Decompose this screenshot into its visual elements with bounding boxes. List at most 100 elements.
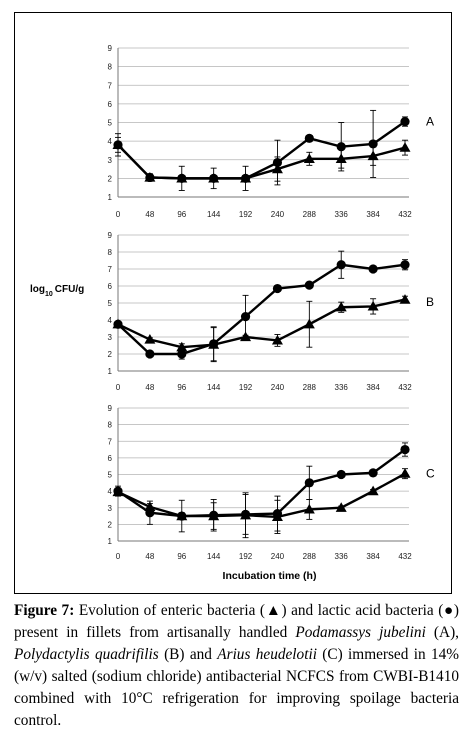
enteric-data-point <box>144 501 156 512</box>
y-tick-label: 9 <box>108 231 113 240</box>
enteric-data-point <box>399 294 411 304</box>
y-tick-label: 1 <box>108 537 113 546</box>
x-tick-label: 0 <box>116 383 121 392</box>
x-tick-label: 384 <box>366 552 380 561</box>
y-tick-label: 4 <box>108 487 113 496</box>
lab-data-point <box>336 469 346 480</box>
x-tick-label: 48 <box>145 383 154 392</box>
lab-data-point <box>400 260 410 270</box>
x-tick-label: 48 <box>145 552 154 561</box>
y-tick-label: 8 <box>108 248 113 257</box>
enteric-data-point <box>271 163 283 174</box>
x-tick-label: 96 <box>177 552 186 561</box>
y-tick-label: 5 <box>108 471 113 480</box>
y-tick-label: 1 <box>108 193 113 202</box>
enteric-data-point <box>303 503 315 514</box>
caption-text-3: (B) and <box>158 646 218 663</box>
lab-data-point <box>368 264 378 274</box>
figure-caption: Figure 7: Evolution of enteric bacteria … <box>14 600 459 732</box>
y-tick-label: 7 <box>108 81 113 90</box>
x-tick-label: 96 <box>177 210 186 219</box>
x-tick-label: 144 <box>207 383 221 392</box>
lab-series-line <box>117 263 406 356</box>
enteric-series-line <box>117 144 406 180</box>
lab-data-point <box>240 312 251 322</box>
lab-data-point <box>145 349 155 359</box>
y-tick-label: 3 <box>108 504 113 513</box>
y-tick-label: 3 <box>108 156 113 165</box>
x-tick-label: 192 <box>239 210 253 219</box>
enteric-data-point <box>271 511 283 522</box>
enteric-series-line <box>117 472 406 519</box>
y-tick-label: 6 <box>108 282 113 291</box>
y-tick-label: 6 <box>108 100 113 109</box>
y-tick-label: 2 <box>108 520 113 529</box>
x-tick-label: 240 <box>271 383 285 392</box>
x-tick-label: 144 <box>207 552 221 561</box>
panel-label: C <box>426 467 435 481</box>
x-tick-label: 336 <box>335 383 349 392</box>
enteric-data-point <box>335 153 347 163</box>
y-tick-label: 4 <box>108 137 113 146</box>
enteric-data-point <box>303 153 315 163</box>
enteric-data-point <box>176 510 188 521</box>
x-tick-label: 288 <box>303 552 317 561</box>
caption-species-3: Arius heudelotii <box>217 646 317 663</box>
x-tick-label: 192 <box>239 383 253 392</box>
enteric-data-point <box>208 172 220 183</box>
x-tick-label: 144 <box>207 210 221 219</box>
caption-label: Figure 7: <box>14 602 75 619</box>
caption-text-4: (C) immersed in 14% (w/v) salted (sodium… <box>14 646 460 729</box>
enteric-data-point <box>399 468 411 478</box>
y-tick-label: 9 <box>108 404 113 413</box>
lab-data-point <box>177 349 187 359</box>
lab-data-point <box>400 444 410 455</box>
x-tick-label: 336 <box>335 210 349 219</box>
enteric-data-point <box>399 142 411 152</box>
enteric-data-point <box>208 339 220 349</box>
x-tick-label: 432 <box>398 383 412 392</box>
lab-series-line <box>117 120 406 180</box>
x-tick-label: 240 <box>271 210 285 219</box>
y-tick-label: 3 <box>108 333 113 342</box>
lab-data-point <box>304 280 314 290</box>
lab-data-point <box>304 478 314 488</box>
panel-label: B <box>426 295 434 309</box>
x-tick-label: 384 <box>366 210 380 219</box>
enteric-data-point <box>112 139 124 149</box>
x-tick-label: 432 <box>398 552 412 561</box>
enteric-series-line <box>117 298 406 349</box>
enteric-data-point <box>112 486 124 497</box>
enteric-data-point <box>240 509 252 520</box>
x-tick-label: 384 <box>366 383 380 392</box>
enteric-data-point <box>367 485 379 496</box>
lab-data-point <box>336 260 346 270</box>
lab-series-line <box>117 448 406 518</box>
x-tick-label: 432 <box>398 210 412 219</box>
enteric-data-point <box>240 331 252 342</box>
enteric-data-point <box>271 334 283 345</box>
enteric-data-point <box>367 300 379 311</box>
caption-text-1: Evolution of enteric bacteria (▲) and la… <box>14 602 460 641</box>
lab-data-point <box>304 133 314 143</box>
lab-data-point <box>272 283 283 294</box>
y-tick-label: 5 <box>108 119 113 128</box>
enteric-data-point <box>367 150 379 161</box>
figure-frame <box>14 12 452 594</box>
enteric-data-point <box>240 172 252 183</box>
y-tick-label: 7 <box>108 265 113 274</box>
enteric-data-point <box>112 318 124 329</box>
enteric-data-point <box>335 502 347 512</box>
y-tick-label: 6 <box>108 454 113 463</box>
y-tick-label: 4 <box>108 316 113 325</box>
lab-data-point <box>368 139 378 149</box>
x-tick-label: 96 <box>177 383 186 392</box>
y-tick-label: 9 <box>108 44 113 53</box>
y-tick-label: 1 <box>108 367 113 376</box>
caption-species-2: Polydactylis quadrifilis <box>14 646 159 663</box>
lab-data-point <box>400 116 410 127</box>
x-tick-label: 288 <box>303 383 317 392</box>
x-axis-label: Incubation time (h) <box>223 570 317 582</box>
x-tick-label: 288 <box>303 210 317 219</box>
x-tick-label: 0 <box>116 552 121 561</box>
